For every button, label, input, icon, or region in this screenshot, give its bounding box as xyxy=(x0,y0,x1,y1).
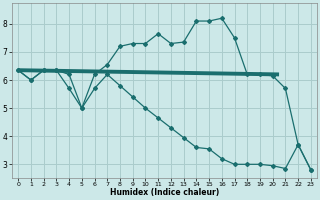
X-axis label: Humidex (Indice chaleur): Humidex (Indice chaleur) xyxy=(110,188,219,197)
